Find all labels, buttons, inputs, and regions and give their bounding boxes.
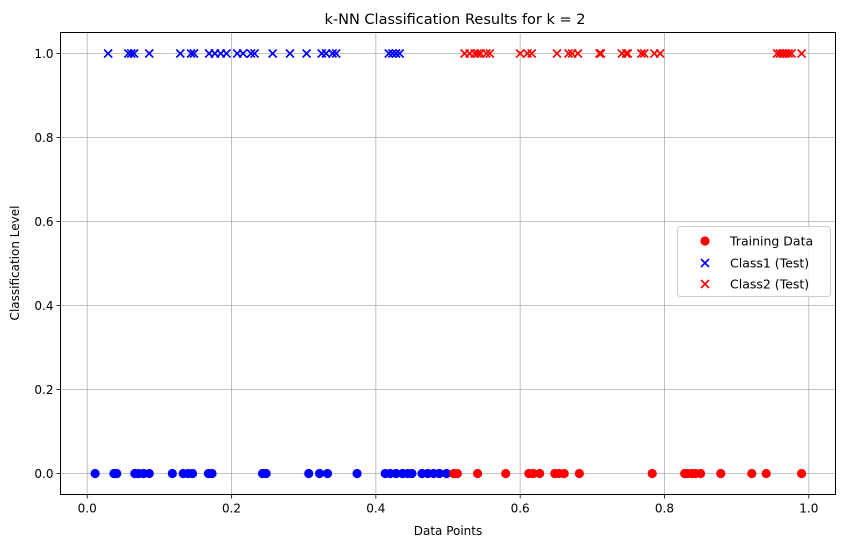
training-point [747, 468, 757, 479]
data-points [90, 48, 807, 479]
class1-test-point [126, 48, 136, 59]
training-point [304, 468, 314, 479]
class2-test-point [797, 48, 807, 59]
x-tick-label: 0.4 [366, 502, 385, 516]
y-axis-ticks: 0.0 0.2 0.4 0.6 0.8 1.0 [34, 47, 61, 481]
class1-test-point [144, 48, 154, 59]
class2-test-point [596, 48, 606, 59]
class2-test-point [594, 48, 605, 59]
class1-test-point [186, 48, 196, 59]
x-tick-label: 0.0 [78, 502, 97, 516]
class2-test-point [786, 48, 797, 59]
training-point [407, 468, 417, 479]
x-tick-label: 0.6 [511, 502, 530, 516]
training-point [90, 468, 100, 479]
y-tick-label: 1.0 [34, 47, 53, 61]
class1-test-point [285, 48, 295, 59]
class1-test-point [268, 48, 278, 59]
class1-test-point [384, 48, 394, 59]
class1-test-point [189, 48, 199, 59]
y-tick-label: 0.2 [34, 383, 53, 397]
class1-test-point [321, 48, 331, 59]
training-point [647, 468, 657, 479]
class2-test-point [481, 48, 491, 59]
training-point [391, 468, 401, 479]
class1-test-point [129, 48, 139, 59]
x-axis-title: Data Points [414, 524, 483, 538]
training-point [452, 468, 462, 479]
legend: Training Data Class1 (Test) Class2 (Test… [677, 226, 831, 297]
legend-class2-marker [700, 279, 710, 289]
x-tick-label: 0.2 [222, 502, 241, 516]
training-point [352, 468, 362, 479]
training-point [261, 468, 271, 479]
y-tick-label: 0.6 [34, 215, 53, 229]
training-point [167, 468, 177, 479]
x-tick-label: 0.8 [655, 502, 674, 516]
training-point [761, 468, 771, 479]
class1-test-point [250, 48, 260, 59]
legend-box [677, 226, 831, 297]
class2-test-point [784, 48, 794, 59]
training-point [716, 468, 726, 479]
chart-title: k-NN Classification Results for k = 2 [325, 12, 586, 28]
class2-test-point [636, 48, 646, 59]
class1-test-point [175, 48, 185, 59]
y-axis-title: Classification Level [8, 206, 22, 321]
legend-training-label: Training Data [729, 234, 813, 249]
legend-class1-marker [700, 258, 710, 268]
y-tick-label: 0.0 [34, 467, 53, 481]
class1-test-point [221, 48, 232, 59]
training-point [314, 468, 325, 479]
plot-frame [60, 32, 836, 495]
class1-test-point [238, 48, 248, 59]
class2-test-point [621, 48, 631, 59]
legend-training-marker [700, 236, 710, 246]
training-point [535, 468, 545, 479]
training-point [112, 468, 122, 479]
class1-test-point [327, 48, 338, 59]
y-tick-label: 0.4 [34, 299, 53, 313]
class2-test-point [515, 48, 525, 59]
training-point [144, 468, 154, 479]
training-point [207, 468, 217, 479]
training-point [322, 468, 333, 479]
class2-test-point [527, 48, 537, 59]
class2-test-point [655, 48, 665, 59]
class1-test-point [331, 48, 341, 59]
training-point [187, 468, 198, 479]
class1-test-point [391, 48, 401, 59]
training-point [695, 468, 706, 479]
training-point [574, 468, 584, 479]
training-point [501, 468, 511, 479]
x-tick-label: 1.0 [799, 502, 818, 516]
training-point [434, 468, 444, 479]
training-point [559, 468, 569, 479]
training-point [528, 468, 538, 479]
class1-test-point [246, 48, 256, 59]
class1-test-point [302, 48, 312, 59]
grid-lines [60, 32, 836, 495]
class1-test-point [103, 48, 113, 59]
class2-test-point [623, 48, 633, 59]
class2-test-point [485, 48, 495, 59]
legend-class2-label: Class2 (Test) [730, 277, 809, 292]
training-point [796, 468, 807, 479]
legend-class1-label: Class1 (Test) [730, 256, 809, 271]
class2-test-point [473, 48, 483, 59]
class2-test-point [573, 48, 583, 59]
training-point [441, 468, 452, 479]
training-point [472, 468, 483, 479]
class2-test-point [639, 48, 649, 59]
y-tick-label: 0.8 [34, 131, 53, 145]
class1-test-point [395, 48, 405, 59]
x-axis-ticks: 0.0 0.2 0.4 0.6 0.8 1.0 [78, 494, 818, 516]
class2-test-point [552, 48, 562, 59]
class1-test-point [387, 48, 398, 59]
class2-test-point [563, 48, 574, 59]
